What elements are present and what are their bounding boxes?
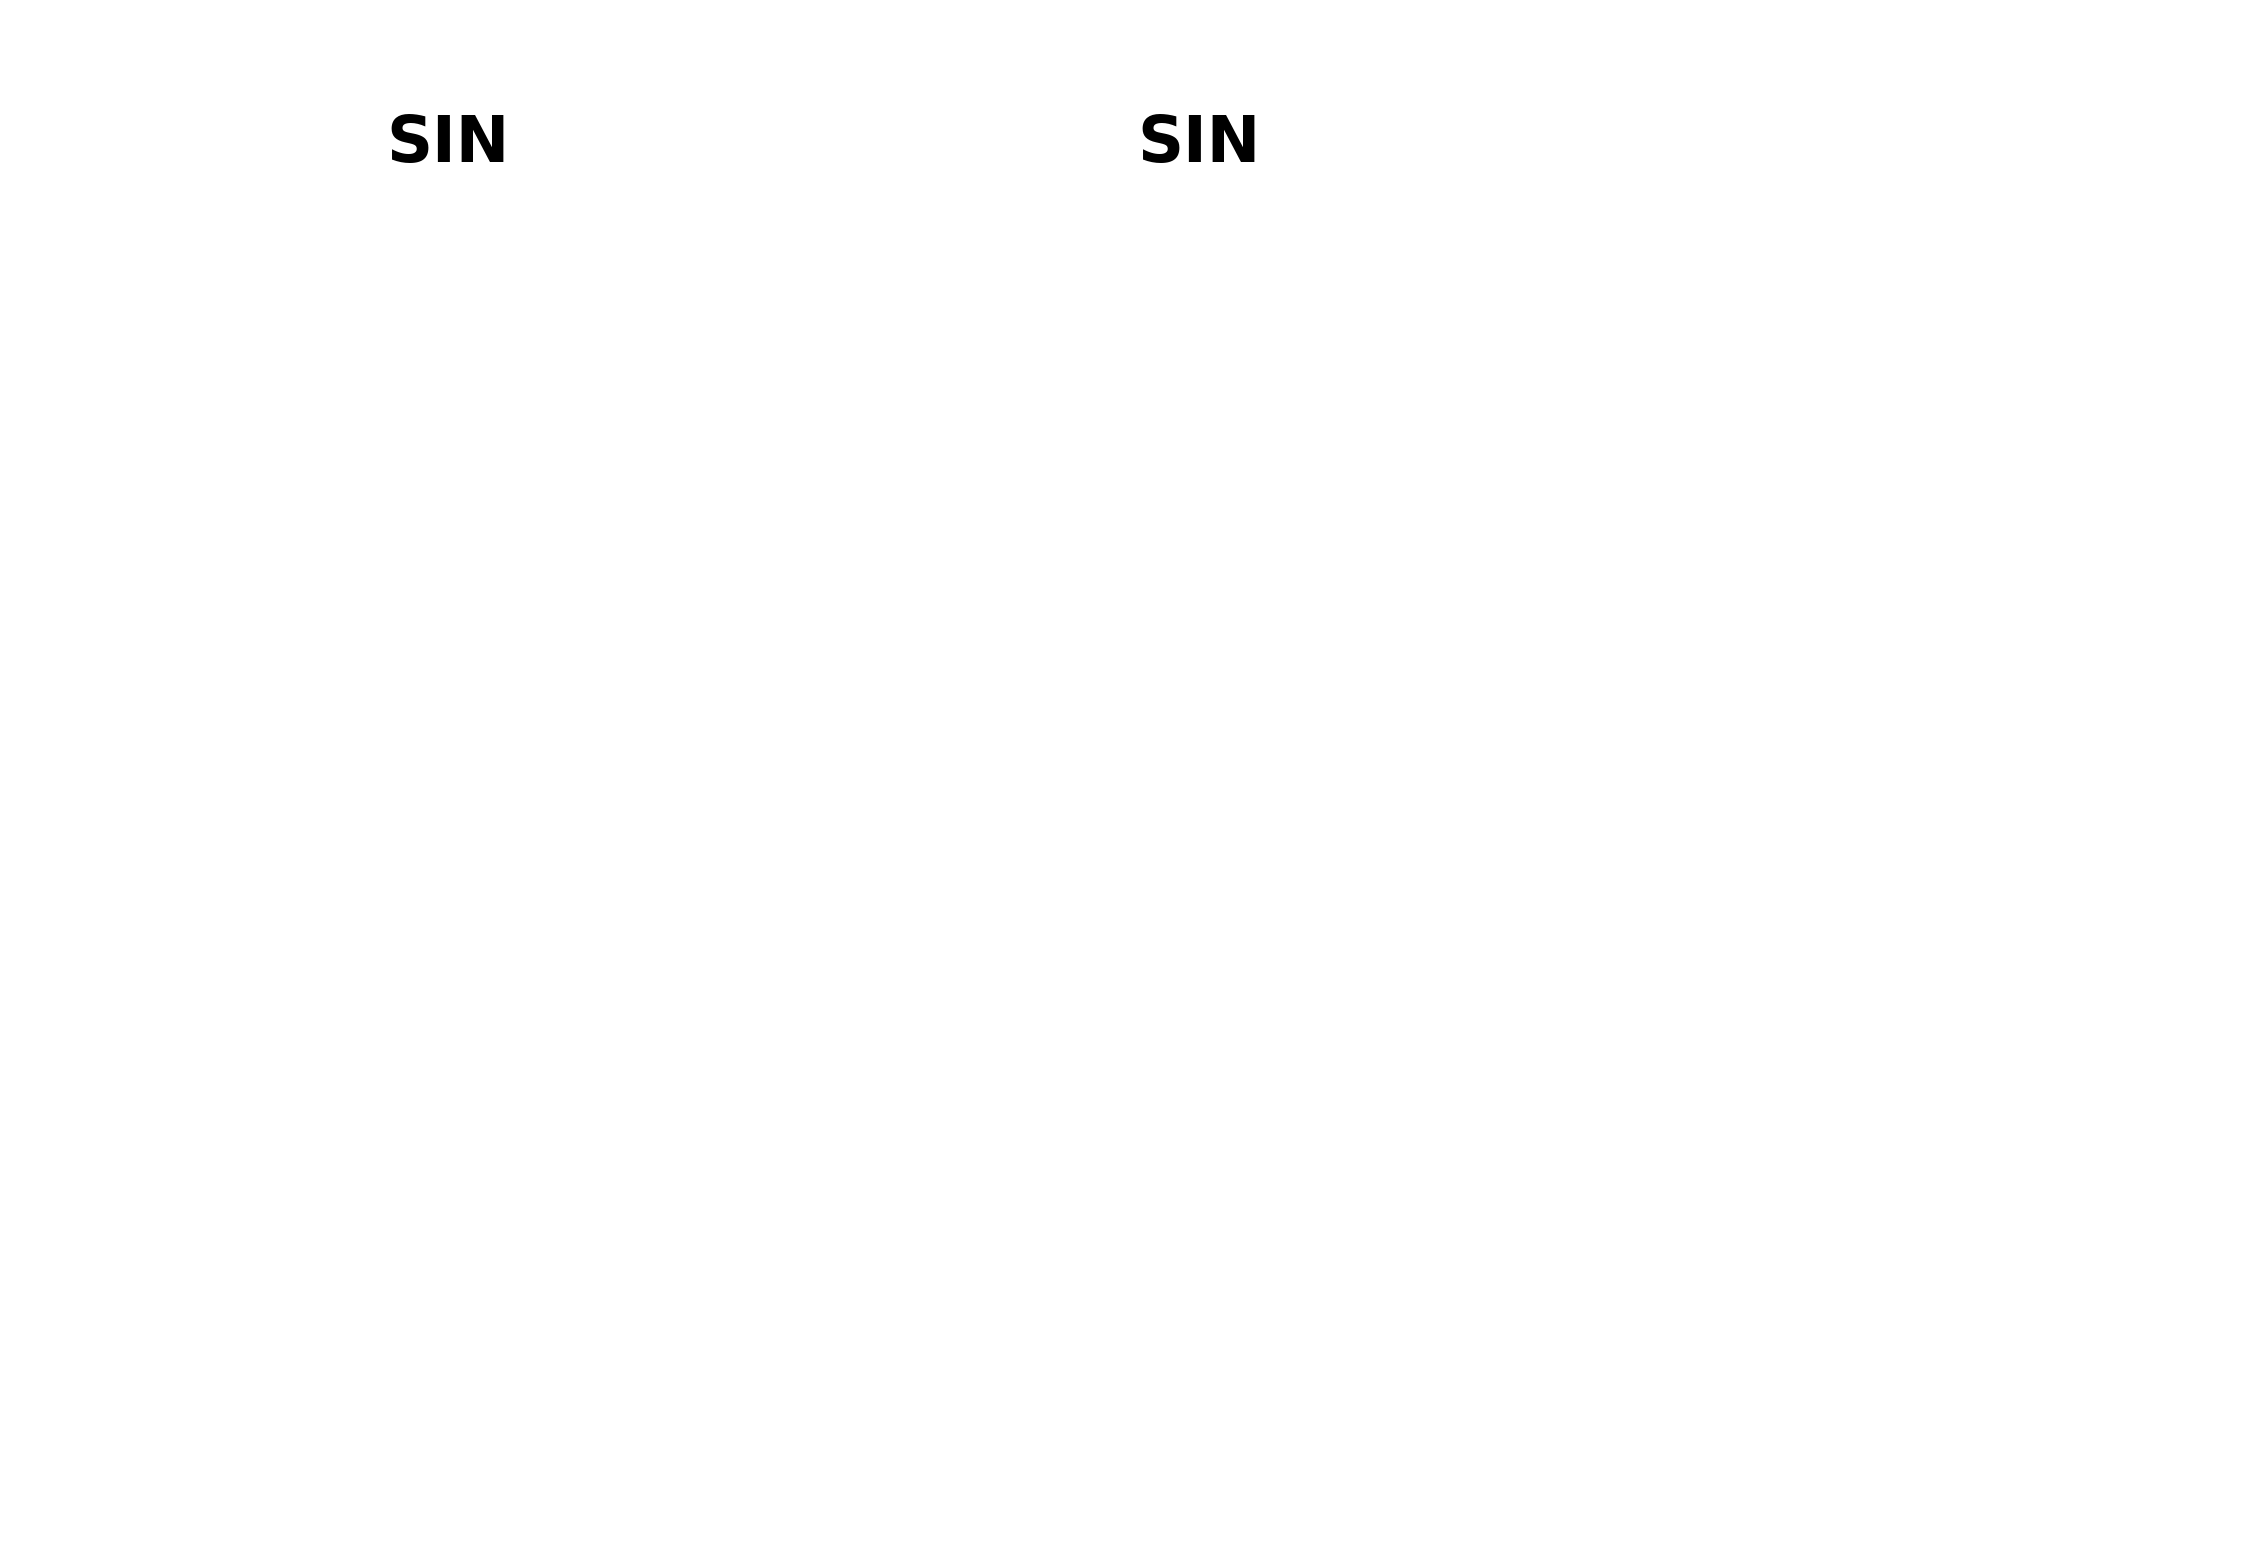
Text: c: c: [1526, 44, 1566, 112]
Text: a: a: [25, 44, 70, 112]
Text: b: b: [776, 44, 821, 112]
Text: SIN: SIN: [1136, 114, 1260, 174]
Text: SIN: SIN: [387, 114, 508, 174]
